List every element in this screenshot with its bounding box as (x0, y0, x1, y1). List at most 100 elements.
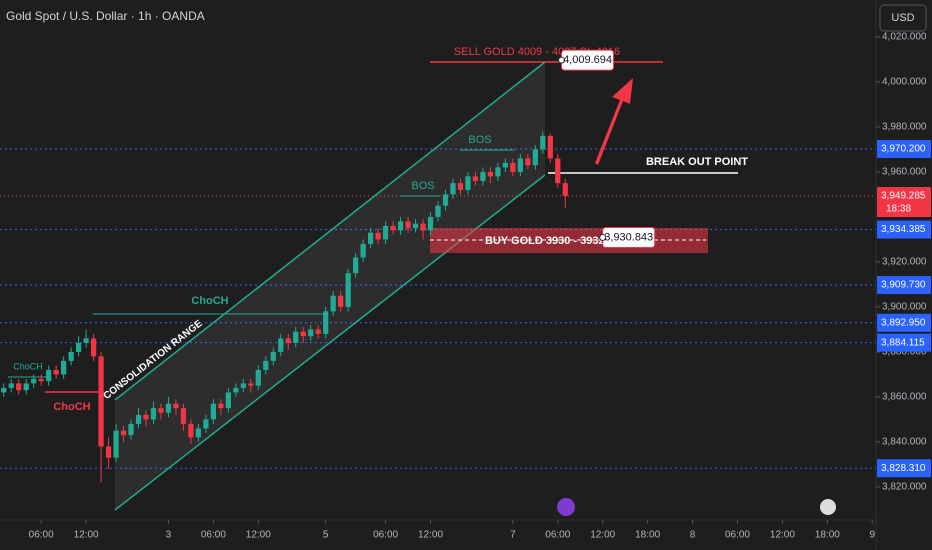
x-tick-label: 9 (869, 530, 875, 541)
price-marker-label: 4,009.694 (563, 54, 612, 66)
candle-body (442, 194, 449, 206)
bos-label: BOS (411, 180, 434, 192)
y-tick-label: 3,960.000 (882, 167, 927, 178)
candle-body (375, 232, 381, 240)
candle-body (450, 183, 456, 195)
chart-title: Gold Spot / U.S. Dollar · 1h · OANDA (6, 9, 205, 23)
price-marker-label: 3,930.843 (604, 231, 653, 243)
y-tick-label: 3,920.000 (882, 257, 927, 268)
candle-body (435, 205, 441, 217)
candle-body (457, 183, 464, 190)
candle-body (270, 351, 276, 361)
candle-body (173, 403, 179, 409)
candle-body (90, 338, 97, 357)
choch-label: ChoCH (13, 361, 43, 371)
x-tick-label: 06:00 (545, 530, 570, 541)
candle-body (427, 216, 434, 231)
candle-body (412, 223, 419, 229)
candle-body (517, 158, 523, 172)
x-tick-label: 3 (166, 530, 172, 541)
level-label-box (877, 220, 931, 239)
x-tick-label: 7 (510, 530, 516, 541)
choch-label: ChoCH (53, 401, 90, 413)
candle-body (510, 162, 516, 172)
currency-label[interactable]: USD (891, 12, 914, 24)
candle-body (113, 430, 119, 458)
candle-body (367, 232, 374, 244)
event-icon[interactable] (820, 499, 836, 515)
price-marker-dot (558, 56, 566, 64)
candle-body (233, 387, 239, 393)
candle-body (248, 383, 254, 386)
candle-body (195, 428, 202, 438)
candle-body (203, 419, 209, 429)
y-tick-label: 4,000.000 (882, 77, 927, 88)
candle-body (16, 383, 22, 391)
candle-body (502, 162, 509, 168)
price-marker-dot (599, 234, 607, 242)
x-tick-label: 8 (690, 530, 696, 541)
candle-body (405, 221, 411, 229)
candle-body (323, 311, 329, 334)
candle-body (53, 369, 59, 375)
candle-body (83, 338, 89, 343)
candle-body (382, 225, 389, 240)
currency-box[interactable] (879, 4, 927, 32)
event-icon[interactable] (557, 498, 575, 516)
candle-body (278, 338, 284, 352)
x-tick-label: 5 (323, 530, 329, 541)
choch-label: ChoCH (191, 295, 228, 307)
x-tick-label: 12:00 (246, 530, 271, 541)
candle-body (218, 403, 224, 409)
level-label: 3,828.310 (881, 463, 926, 474)
candle-body (150, 408, 157, 420)
candle-body (46, 369, 52, 382)
candle-body (315, 329, 321, 334)
level-label: 3,909.730 (881, 280, 926, 291)
level-label-box (877, 276, 931, 295)
candle-body (31, 378, 37, 384)
x-tick-label: 12:00 (74, 530, 99, 541)
x-tick-label: 06:00 (725, 530, 750, 541)
candle-body (525, 158, 531, 166)
level-label: 3,970.200 (881, 144, 926, 155)
candle-body (188, 423, 194, 438)
x-tick-label: 12:00 (418, 530, 443, 541)
y-tick-label: 3,840.000 (882, 437, 927, 448)
level-label-box (877, 333, 931, 352)
x-tick-label: 06:00 (29, 530, 54, 541)
current-price-box (877, 187, 931, 218)
candle-body (61, 360, 67, 375)
countdown-label: 18:38 (886, 204, 911, 215)
x-tick-label: 18:00 (815, 530, 840, 541)
candle-body (330, 295, 336, 312)
candle-body (390, 225, 396, 231)
candle-body (38, 378, 44, 382)
level-label: 3,934.385 (881, 224, 926, 235)
y-tick-label: 3,900.000 (882, 302, 927, 313)
candle-body (532, 149, 538, 166)
candle-body (293, 331, 299, 343)
candle-body (480, 171, 486, 181)
y-tick-label: 4,020.000 (882, 32, 927, 43)
candle-body (240, 383, 246, 388)
candle-body (8, 383, 14, 388)
breakout-label: BREAK OUT POINT (646, 156, 748, 168)
candle-body (263, 360, 269, 370)
candle-body (300, 331, 306, 337)
candle-body (345, 273, 351, 307)
candle-body (540, 135, 546, 150)
level-label-box (877, 313, 931, 332)
level-label-box (877, 459, 931, 478)
level-label: 3,884.115 (881, 337, 925, 348)
candle-body (135, 414, 142, 424)
x-tick-label: 12:00 (590, 530, 615, 541)
candle-body (120, 430, 127, 436)
candle-body (98, 356, 104, 447)
candle-body (420, 223, 426, 231)
candle-body (465, 176, 471, 190)
level-label-box (877, 139, 931, 158)
candle-body (23, 383, 29, 391)
